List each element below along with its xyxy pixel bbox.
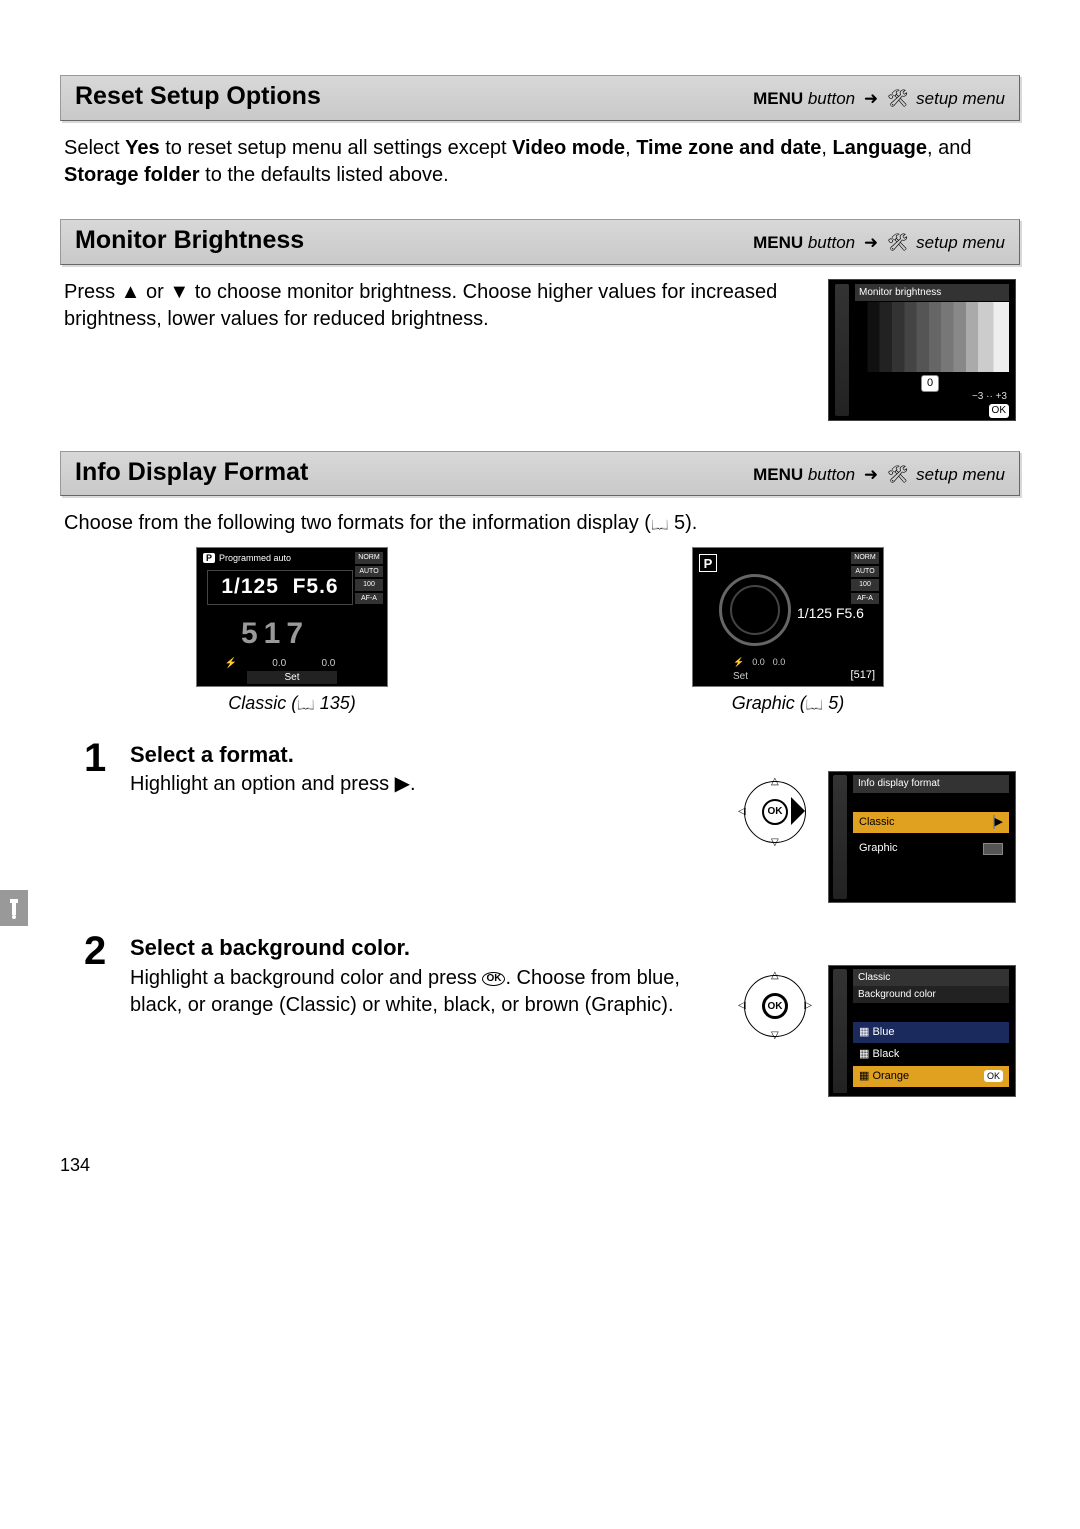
- step2-text: Highlight a background color and press O…: [130, 965, 722, 1019]
- section-title: Monitor Brightness: [75, 224, 304, 258]
- book-icon: [806, 693, 823, 713]
- wrench-icon: 🛠: [887, 89, 912, 108]
- book-icon: [297, 693, 314, 713]
- side-tab-icon: [0, 890, 28, 926]
- graphic-example: P 1/125 F5.6 NORM AUTO 100 AF-A ⚡0.00.0 …: [692, 547, 884, 715]
- reset-body: Select Yes to reset setup menu all setti…: [60, 135, 1020, 219]
- breadcrumb: MENU button ➜ 🛠 setup menu: [753, 232, 1005, 255]
- book-icon: [651, 512, 668, 534]
- section-title: Info Display Format: [75, 456, 308, 490]
- wrench-icon: 🛠: [887, 233, 912, 252]
- step-1: 1 Select a format. Highlight an option a…: [84, 740, 1016, 904]
- section-title: Reset Setup Options: [75, 80, 321, 114]
- page-number: 134: [60, 1153, 90, 1177]
- breadcrumb: MENU button ➜ 🛠 setup menu: [753, 464, 1005, 487]
- section-header-info: Info Display Format MENU button ➜ 🛠 setu…: [60, 451, 1020, 497]
- brightness-lcd-thumb: Monitor brightness 0 −3 ·· +3 OK: [828, 279, 1016, 421]
- brightness-body: Press ▲ or ▼ to choose monitor brightnes…: [60, 279, 1020, 451]
- info-body: Choose from the following two formats fo…: [60, 510, 1020, 1157]
- breadcrumb: MENU button ➜ 🛠 setup menu: [753, 88, 1005, 111]
- section-header-reset: Reset Setup Options MENU button ➜ 🛠 setu…: [60, 75, 1020, 121]
- section-header-brightness: Monitor Brightness MENU button ➜ 🛠 setup…: [60, 219, 1020, 265]
- dpad-icon: OK △▽◁: [740, 777, 810, 847]
- step-2: 2 Select a background color. Highlight a…: [84, 933, 1016, 1097]
- wrench-icon: 🛠: [887, 465, 912, 484]
- brightness-text: Press ▲ or ▼ to choose monitor brightnes…: [64, 279, 804, 333]
- step1-text: Highlight an option and press ▶.: [130, 771, 722, 798]
- step2-lcd: Classic Background color ▦ Blue ▦ Black …: [828, 965, 1016, 1097]
- dpad-icon: OK △▽◁▷: [740, 971, 810, 1041]
- classic-example: PProgrammed auto 1/125 F5.6 517 NORM AUT…: [196, 547, 388, 715]
- right-arrow-icon: [791, 797, 805, 825]
- ok-icon: OK: [482, 972, 505, 986]
- step1-lcd: Info display format Classic ▶ Graphic: [828, 771, 1016, 903]
